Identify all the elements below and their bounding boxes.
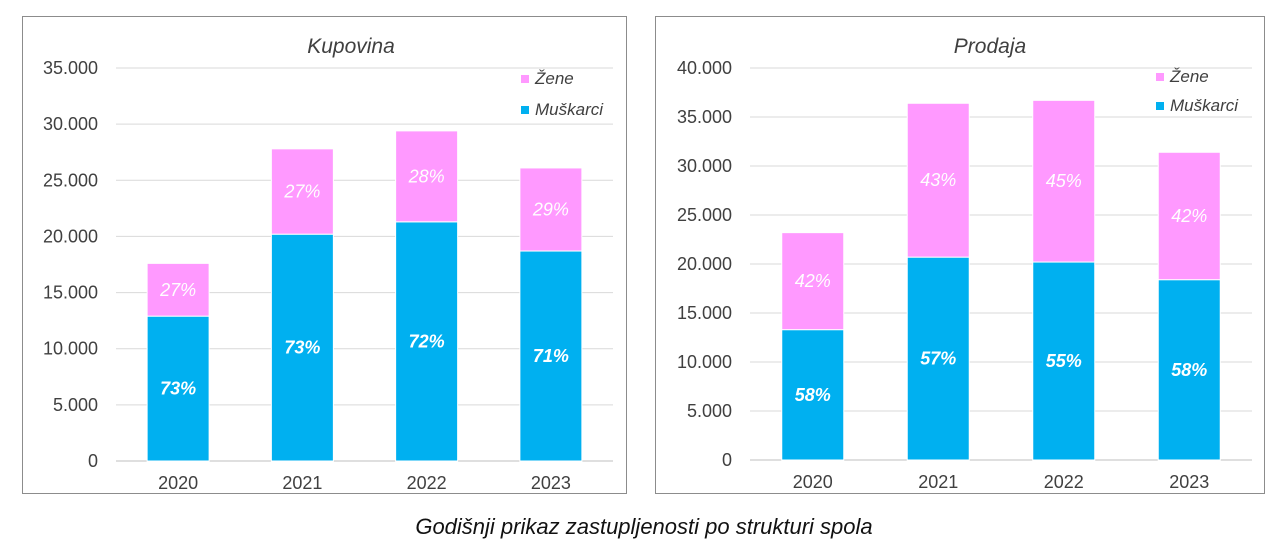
legend-label: Žene [534,69,574,88]
y-tick-label: 30.000 [677,156,732,176]
x-tick-label: 2021 [918,472,958,492]
chart-prodaja: 0 5.000 10.000 15.000 20.000 25.000 30.000 35.0… [677,35,1252,492]
data-label: 57% [920,349,956,369]
chart-panel-kupovina: 0 5.000 10.000 15.000 20.000 25.000 30.000 35.0… [22,16,627,494]
x-tick-label: 2021 [282,473,322,493]
bar-zene [906,102,970,258]
data-label: 27% [283,182,320,202]
y-tick-label: 10.000 [43,339,98,359]
bar-muskarci [270,233,334,462]
data-label: 27% [159,280,196,300]
x-tick-label: 2020 [793,472,833,492]
y-tick-label: 25.000 [677,205,732,225]
data-label: 42% [1171,206,1207,226]
y-tick-label: 10.000 [677,352,732,372]
x-tick-label: 2020 [158,473,198,493]
data-label: 73% [284,338,320,358]
data-label: 58% [1171,360,1207,380]
data-label: 45% [1046,171,1082,191]
data-label: 71% [533,346,569,366]
bar-zene [1157,151,1221,281]
data-label: 28% [408,166,445,186]
chart-title: Kupovina [307,35,395,58]
legend-swatch [521,75,529,83]
y-tick-label: 20.000 [677,254,732,274]
chart-title: Prodaja [954,35,1026,58]
data-label: 58% [795,385,831,405]
y-tick-label: 15.000 [43,283,98,303]
y-tick-label: 5.000 [53,395,98,415]
bar-muskarci [781,329,845,461]
legend-label: Muškarci [1170,96,1239,115]
bar-zene [1032,99,1096,263]
x-tick-label: 2022 [1044,472,1084,492]
y-tick-label: 35.000 [43,58,98,78]
y-tick-label: 0 [722,450,732,470]
data-label: 72% [409,331,445,351]
y-tick-label: 30.000 [43,114,98,134]
bar-zene [146,262,210,317]
y-tick-label: 35.000 [677,107,732,127]
bar-muskarci [1032,261,1096,461]
bar-zene [781,232,845,331]
bar-zene [395,130,459,223]
bar-muskarci [395,221,459,462]
bar-zene [519,167,583,252]
data-label: 43% [920,170,956,190]
y-tick-label: 15.000 [677,303,732,323]
figure-caption: Godišnji prikaz zastupljenosti po strukt… [415,514,873,539]
bar-zene [270,148,334,235]
legend-swatch [1156,102,1164,110]
bar-muskarci [1157,279,1221,461]
y-tick-label: 0 [88,451,98,471]
y-tick-label: 25.000 [43,170,98,190]
data-label: 42% [795,271,831,291]
chart-kupovina: 0 5.000 10.000 15.000 20.000 25.000 30.000 35.0… [43,35,613,493]
y-tick-label: 20.000 [43,226,98,246]
chart-panel-prodaja: 0 5.000 10.000 15.000 20.000 25.000 30.000 35.0… [655,16,1265,494]
x-tick-label: 2022 [407,473,447,493]
data-label: 55% [1046,351,1082,371]
legend-label: Žene [1169,67,1209,86]
legend-swatch [521,106,529,114]
legend-swatch [1156,73,1164,81]
y-tick-label: 5.000 [687,401,732,421]
x-tick-label: 2023 [531,473,571,493]
data-label: 73% [160,379,196,399]
data-label: 29% [532,199,569,219]
legend-label: Muškarci [535,100,604,119]
bar-muskarci [146,315,210,462]
y-tick-label: 40.000 [677,58,732,78]
x-tick-label: 2023 [1169,472,1209,492]
bar-muskarci [906,256,970,461]
